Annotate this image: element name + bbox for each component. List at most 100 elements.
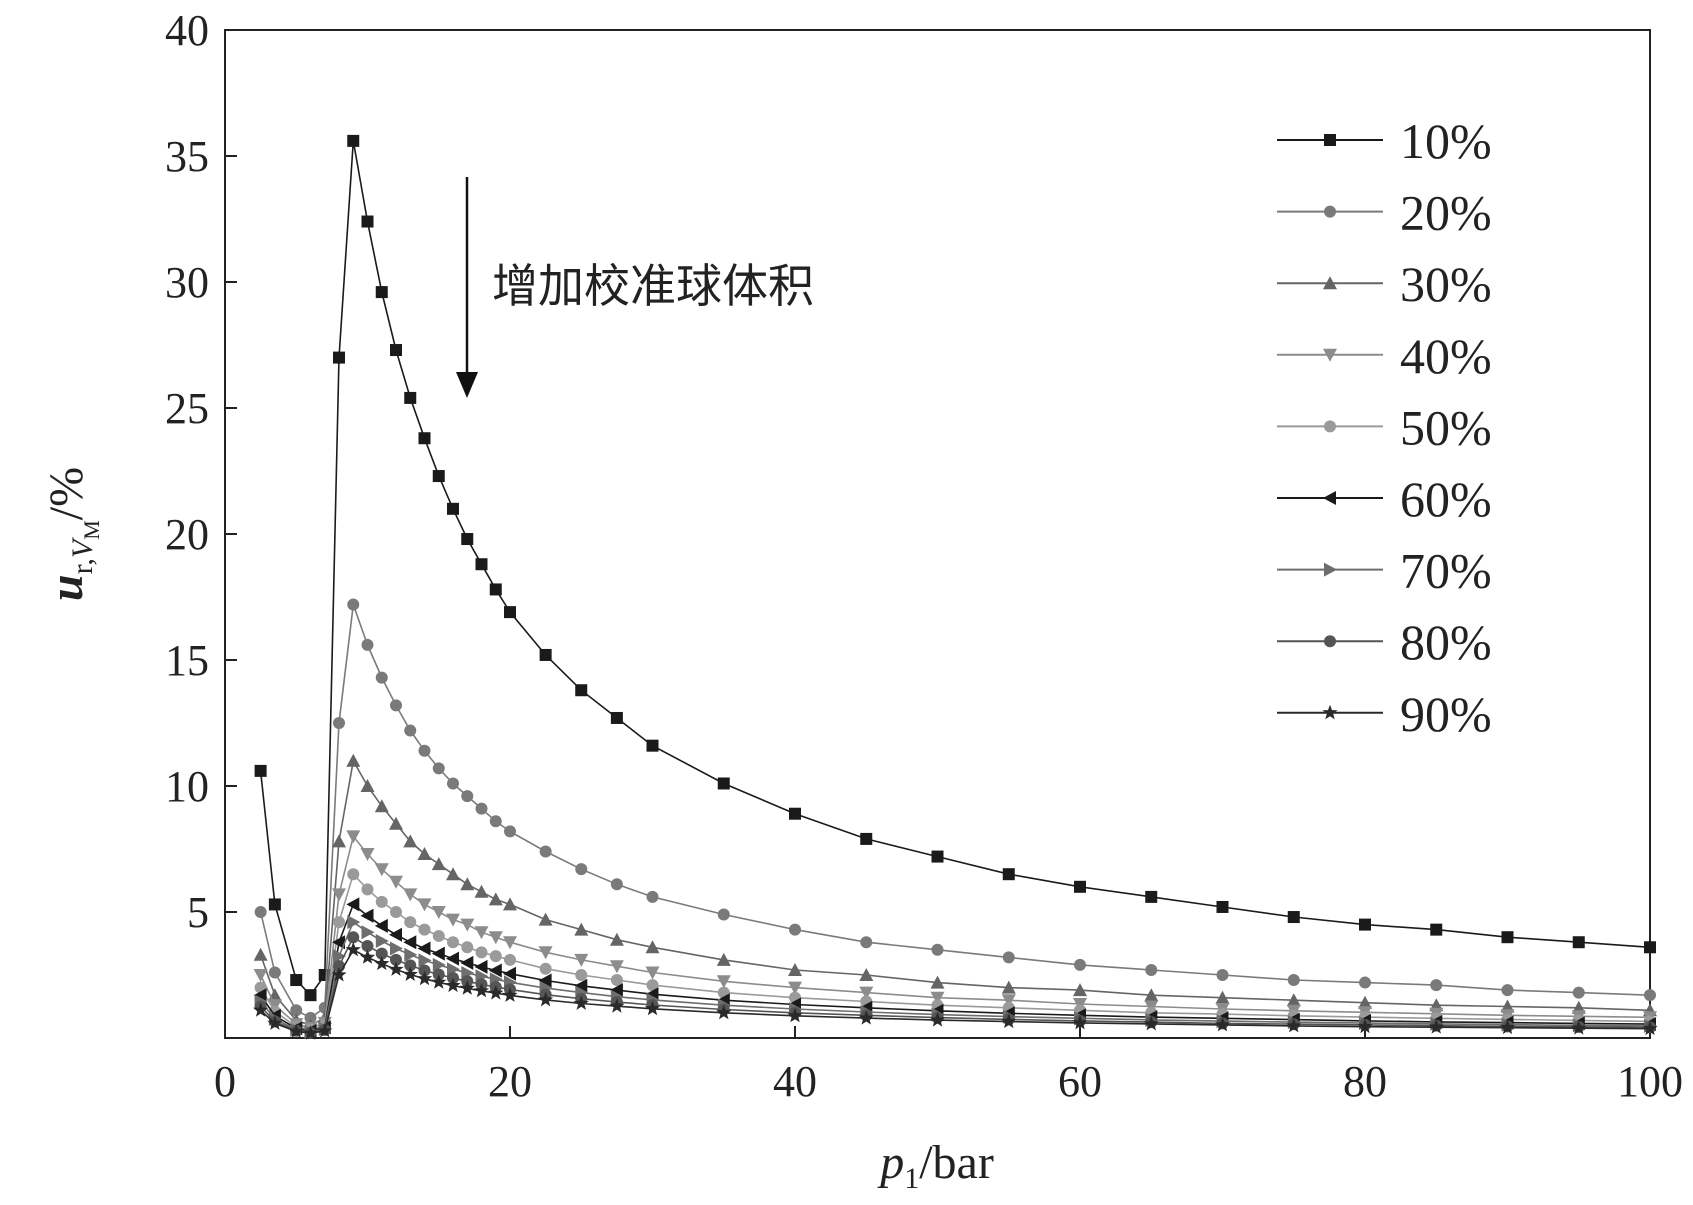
data-point xyxy=(788,981,802,995)
data-point xyxy=(447,936,459,949)
data-point xyxy=(1359,976,1371,989)
data-point xyxy=(268,898,281,911)
data-point xyxy=(502,987,518,1002)
data-point xyxy=(345,941,361,957)
data-point xyxy=(646,979,659,992)
data-point xyxy=(360,908,374,923)
data-point xyxy=(460,918,475,932)
data-point xyxy=(538,946,553,960)
data-point xyxy=(390,953,402,966)
legend-item: 70% xyxy=(1277,543,1492,599)
data-point xyxy=(403,935,417,950)
data-point xyxy=(332,935,345,950)
data-point xyxy=(1286,993,1301,1007)
data-point xyxy=(332,834,346,848)
series-line xyxy=(259,140,1651,997)
legend-label: 20% xyxy=(1400,185,1492,241)
data-point xyxy=(503,936,517,950)
x-tick-label: 0 xyxy=(214,1057,236,1106)
data-point xyxy=(460,877,475,891)
data-point xyxy=(574,922,589,936)
data-point xyxy=(1002,951,1015,964)
data-point xyxy=(503,966,516,981)
data-point xyxy=(317,1022,333,1038)
data-point xyxy=(390,699,402,712)
data-point xyxy=(390,906,402,918)
data-point xyxy=(717,908,730,921)
data-point xyxy=(447,777,459,790)
data-point xyxy=(1001,980,1016,994)
data-point xyxy=(290,1004,303,1017)
x-axis-var: p xyxy=(877,1136,904,1189)
data-point xyxy=(489,950,502,963)
data-point xyxy=(446,867,460,881)
data-point xyxy=(716,1004,732,1020)
data-point xyxy=(333,949,346,964)
y-axis-var: u xyxy=(40,574,93,601)
axis-ticks: 0 20 40 60 80 100 5 10 15 20 25 30 35 40 xyxy=(165,6,1683,1106)
x-axis-title: p1/bar xyxy=(877,1136,994,1195)
data-point xyxy=(390,344,402,357)
legend-item: 40% xyxy=(1277,328,1492,384)
data-point xyxy=(375,286,388,299)
data-point xyxy=(1072,1014,1088,1030)
data-point xyxy=(288,1023,304,1038)
data-point xyxy=(475,802,488,815)
data-point xyxy=(474,884,489,898)
data-point xyxy=(860,832,873,845)
data-point xyxy=(610,711,623,724)
series-9 xyxy=(253,941,1658,1040)
data-point xyxy=(1430,923,1443,936)
data-point xyxy=(417,847,432,860)
data-point xyxy=(446,913,460,927)
legend-label: 80% xyxy=(1400,614,1492,670)
data-point xyxy=(489,583,502,596)
data-point xyxy=(332,888,346,902)
data-point xyxy=(417,941,431,956)
data-point xyxy=(418,923,431,936)
data-point xyxy=(789,923,801,936)
data-point xyxy=(1357,1018,1373,1034)
data-point xyxy=(374,799,389,813)
y-tick-label: 35 xyxy=(165,132,209,181)
data-point xyxy=(574,978,588,993)
series-line xyxy=(259,604,1651,1019)
data-point xyxy=(417,898,432,912)
legend-label: 70% xyxy=(1400,543,1492,599)
legend-marker xyxy=(1323,348,1337,362)
data-point xyxy=(1572,986,1585,999)
data-point xyxy=(717,777,730,790)
annotation-arrow-head xyxy=(456,372,478,398)
data-point xyxy=(361,925,375,940)
data-point xyxy=(374,955,390,971)
data-point xyxy=(416,970,433,986)
data-point xyxy=(488,985,504,1000)
data-point xyxy=(375,895,388,908)
data-point xyxy=(432,470,445,483)
data-point xyxy=(539,648,552,661)
legend-marker xyxy=(1323,491,1336,505)
data-point xyxy=(267,1015,283,1030)
data-point xyxy=(1145,963,1158,976)
legend-label: 30% xyxy=(1400,256,1492,312)
data-point xyxy=(431,946,445,961)
data-point xyxy=(1215,990,1230,1004)
plot-frame xyxy=(224,29,1651,1039)
y-tick-label: 10 xyxy=(165,762,209,811)
legend-marker xyxy=(1324,635,1336,648)
data-point xyxy=(374,918,388,933)
y-axis-var-sub: r, xyxy=(66,558,99,574)
data-point xyxy=(290,974,303,987)
data-point xyxy=(1430,979,1443,992)
data-point xyxy=(375,934,389,948)
legend-item: 50% xyxy=(1277,399,1492,455)
data-point xyxy=(474,926,489,940)
legend-label: 10% xyxy=(1400,113,1492,169)
data-point xyxy=(1501,931,1514,944)
data-point xyxy=(418,744,431,757)
data-point xyxy=(473,982,490,998)
data-point xyxy=(347,598,360,611)
data-point xyxy=(1644,989,1656,1002)
data-point xyxy=(475,558,488,571)
data-point xyxy=(1286,1017,1302,1033)
